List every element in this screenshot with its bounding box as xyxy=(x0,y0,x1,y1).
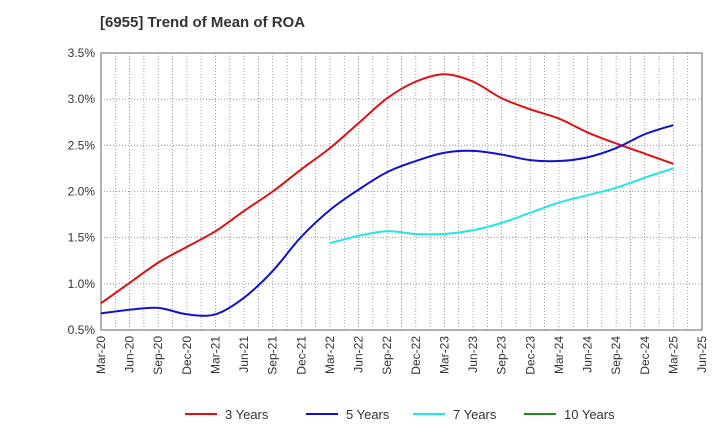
y-tick-label: 1.0% xyxy=(68,277,96,291)
x-tick-label: Jun-21 xyxy=(237,336,251,373)
x-tick-label: Mar-20 xyxy=(94,336,108,374)
plot-frame xyxy=(100,52,703,331)
chart-title: [6955] Trend of Mean of ROA xyxy=(100,14,306,31)
legend-label-5-years: 5 Years xyxy=(346,407,390,422)
x-tick-label: Dec-21 xyxy=(294,336,308,375)
x-tick-label: Sep-24 xyxy=(609,336,623,375)
y-tick-label: 0.5% xyxy=(68,323,96,337)
x-tick-label: Dec-20 xyxy=(180,336,194,375)
x-tick-label: Jun-24 xyxy=(581,336,595,373)
series-line-7-years xyxy=(329,167,674,245)
x-tick-label: Mar-22 xyxy=(323,336,337,374)
x-tick-label: Jun-20 xyxy=(123,336,137,373)
series-line-3-years xyxy=(100,73,674,305)
legend-label-7-years: 7 Years xyxy=(453,407,497,422)
x-tick-label: Mar-21 xyxy=(208,336,222,374)
x-tick-label: Sep-23 xyxy=(495,336,509,375)
x-tick-label: Mar-25 xyxy=(666,336,680,374)
x-tick-label: Mar-23 xyxy=(437,336,451,374)
x-tick-label: Sep-21 xyxy=(266,336,280,375)
x-tick-label: Dec-22 xyxy=(409,336,423,375)
legend-layer: 3 Years 5 Years 7 Years 10 Years xyxy=(185,407,615,422)
legend-label-10-years: 10 Years xyxy=(564,407,615,422)
x-tick-label: Sep-22 xyxy=(380,336,394,375)
grid-layer xyxy=(100,52,703,331)
y-tick-label: 3.0% xyxy=(68,92,96,106)
series-layer xyxy=(100,73,674,317)
x-tick-label: Jun-25 xyxy=(695,336,709,373)
y-tick-label: 2.0% xyxy=(68,185,96,199)
axes-layer xyxy=(100,52,703,331)
x-tick-label: Dec-24 xyxy=(638,336,652,375)
legend-label-3-years: 3 Years xyxy=(225,407,269,422)
y-tick-label: 2.5% xyxy=(68,138,96,152)
x-tick-label: Mar-24 xyxy=(552,336,566,374)
x-tick-label: Jun-23 xyxy=(466,336,480,373)
x-tick-label: Jun-22 xyxy=(352,336,366,373)
x-tick-label: Dec-23 xyxy=(523,336,537,375)
series-line-5-years xyxy=(100,124,674,317)
x-tick-label: Sep-20 xyxy=(151,336,165,375)
y-tick-label: 3.5% xyxy=(68,46,96,60)
y-tick-label: 1.5% xyxy=(68,231,96,245)
labels-layer: 0.5% 1.0% 1.5% 2.0% 2.5% 3.0% 3.5% Mar-20 Jun-20… xyxy=(68,46,709,375)
